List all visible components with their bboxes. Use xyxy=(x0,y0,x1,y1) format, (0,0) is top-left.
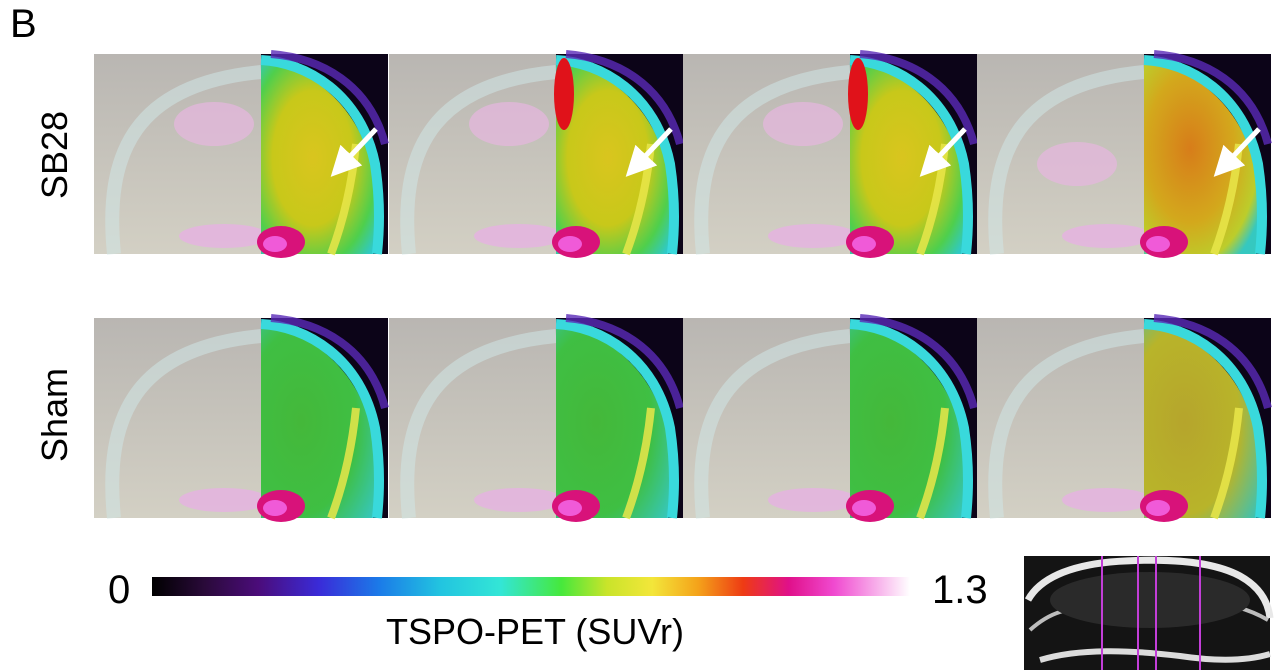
sb28-pet-panel xyxy=(683,50,978,258)
lesion-arrow-icon xyxy=(919,127,967,177)
lesion-arrow-icon xyxy=(625,127,673,177)
sb28-pet-panel xyxy=(977,50,1272,258)
colorbar-max-label: 1.3 xyxy=(932,568,988,612)
lesion-arrow-icon xyxy=(1213,127,1261,177)
panel-letter: B xyxy=(10,2,37,46)
sham-pet-panel xyxy=(389,314,684,522)
colorbar xyxy=(152,577,910,596)
sham-pet-panel xyxy=(683,314,978,522)
colorbar-min-label: 0 xyxy=(108,568,131,612)
sb28-pet-panel xyxy=(94,50,389,258)
reference-inset xyxy=(1024,556,1274,670)
lesion-arrow-icon xyxy=(330,127,378,177)
sb28-pet-panel xyxy=(389,50,684,258)
colorbar-title: TSPO-PET (SUVr) xyxy=(385,611,685,652)
sham-pet-panel xyxy=(977,314,1272,522)
sham-pet-panel xyxy=(94,314,389,522)
